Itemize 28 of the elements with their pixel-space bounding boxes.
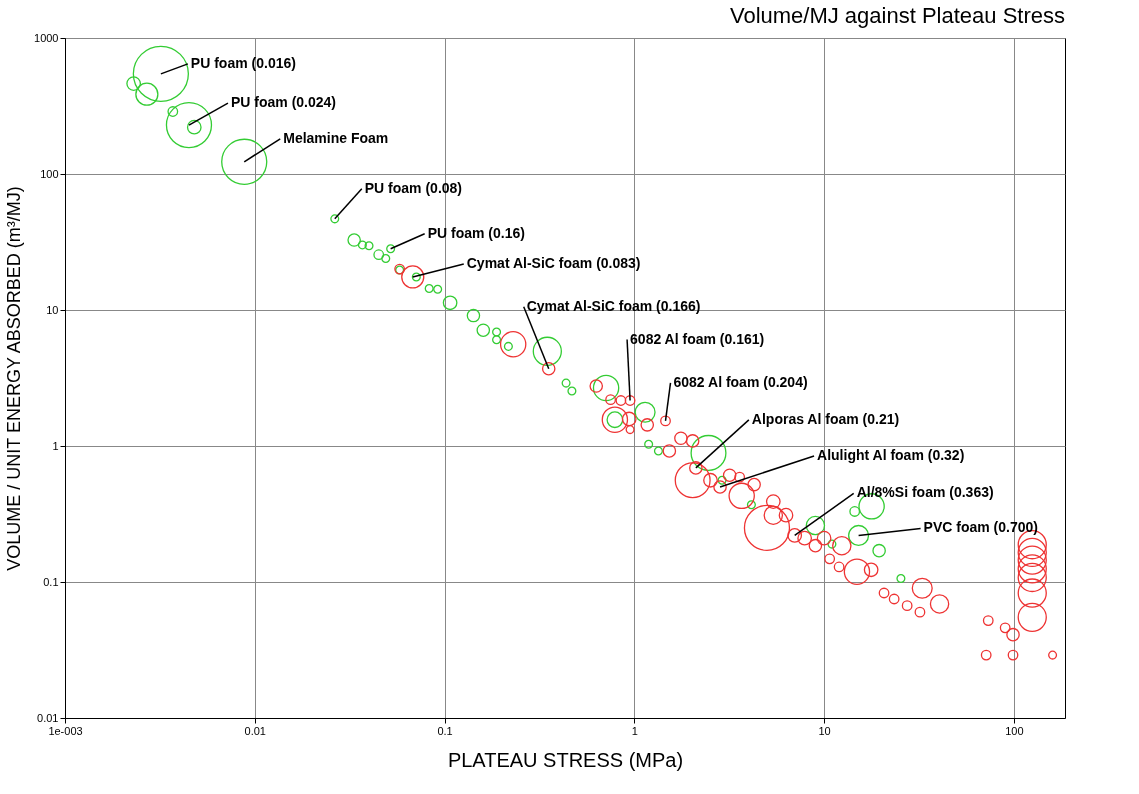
x-tick-label: 10 <box>818 724 831 737</box>
y-tick-label: 10 <box>46 303 59 316</box>
y-tick-label: 1 <box>52 439 59 452</box>
annotation: PU foam (0.016) <box>190 54 296 71</box>
annotation: 6082 Al foam (0.161) <box>630 330 765 347</box>
y-axis-title: VOLUME / UNIT ENERGY ABSORBED (m³/MJ) <box>4 186 25 571</box>
annotation: Alporas Al foam (0.21) <box>751 410 900 427</box>
x-tick-label: 0.1 <box>437 724 453 737</box>
annotation: Melamine Foam <box>283 129 389 146</box>
annotation: PU foam (0.024) <box>230 94 337 111</box>
annotation: Alulight Al foam (0.32) <box>817 446 965 463</box>
annotation: Cymat Al-SiC foam (0.166) <box>526 297 701 314</box>
x-tick-label: 0.01 <box>244 724 266 737</box>
x-tick-label: 1 <box>631 724 638 737</box>
x-axis-title: PLATEAU STRESS (MPa) <box>447 748 684 771</box>
annotation: 6082 Al foam (0.204) <box>673 373 808 390</box>
x-tick-label: 1e-003 <box>48 724 83 737</box>
chart-title: Volume/MJ against Plateau Stress <box>729 3 1065 28</box>
annotation: PU foam (0.08) <box>364 179 463 196</box>
y-tick-label: 0.1 <box>43 575 59 588</box>
y-tick-label: 1000 <box>34 31 59 44</box>
x-tick-label: 100 <box>1005 724 1024 737</box>
annotation: Al/8%Si foam (0.363) <box>856 484 994 501</box>
annotation: Cymat Al-SiC foam (0.083) <box>466 254 641 271</box>
y-tick-label: 100 <box>40 167 59 180</box>
y-tick-label: 0.01 <box>37 711 59 724</box>
annotation: PU foam (0.16) <box>427 224 525 241</box>
annotation: PVC foam (0.700) <box>923 519 1038 536</box>
